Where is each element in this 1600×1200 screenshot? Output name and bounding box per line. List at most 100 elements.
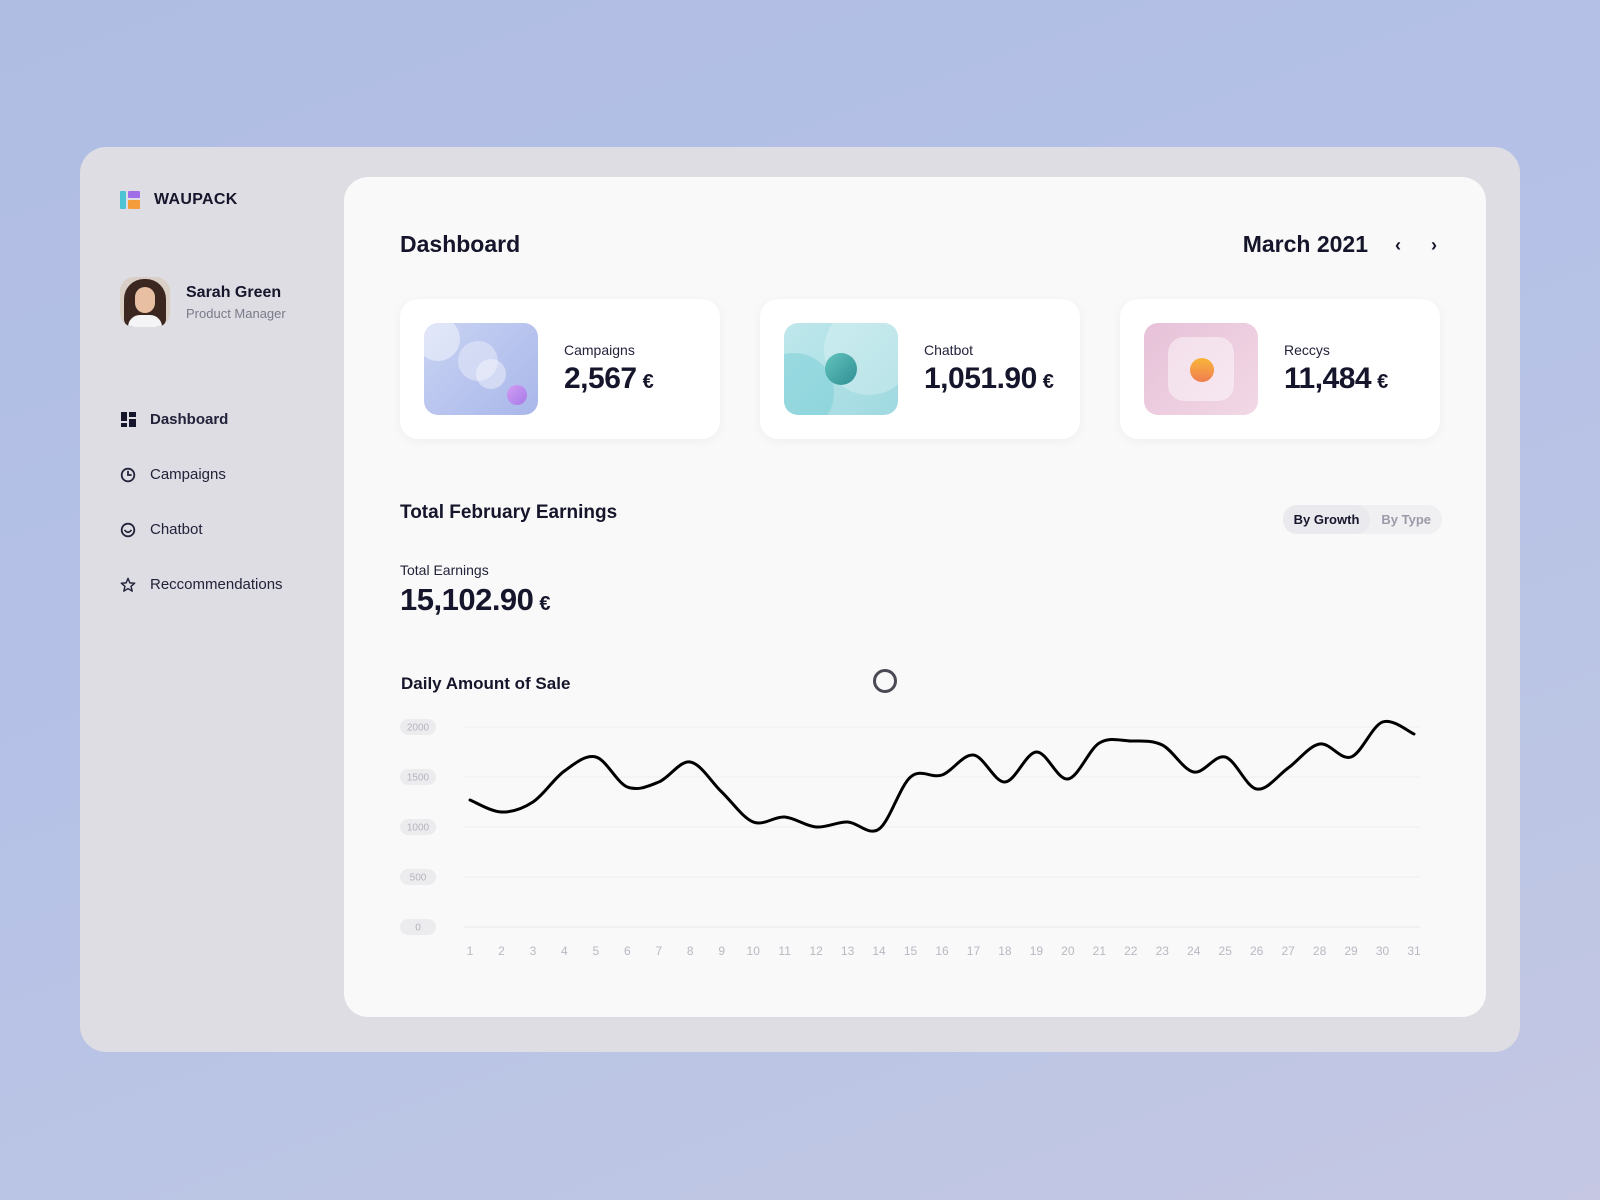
chart-title: Daily Amount of Sale bbox=[401, 674, 571, 693]
x-tick-label: 6 bbox=[624, 944, 631, 958]
x-tick-label: 19 bbox=[1030, 944, 1044, 958]
brand[interactable]: WAUPACK bbox=[120, 191, 238, 209]
chatbot-illustration bbox=[784, 323, 898, 415]
brand-name: WAUPACK bbox=[154, 191, 238, 208]
data-point bbox=[464, 794, 476, 806]
profile-role: Product Manager bbox=[186, 305, 286, 321]
data-point bbox=[905, 771, 917, 783]
x-tick-label: 22 bbox=[1124, 944, 1138, 958]
page-title: Dashboard bbox=[400, 231, 521, 257]
x-tick-label: 28 bbox=[1313, 944, 1327, 958]
data-point bbox=[1125, 735, 1137, 747]
y-tick-label: 500 bbox=[410, 873, 427, 884]
data-point bbox=[684, 756, 696, 768]
chatbot-card[interactable]: Chatbot 1,051.90 € bbox=[760, 299, 1080, 439]
card-value: 2,567 € bbox=[564, 362, 654, 395]
y-tick-pill bbox=[400, 869, 436, 885]
data-point bbox=[653, 776, 665, 788]
chevron-left-icon[interactable]: ‹ bbox=[1395, 234, 1401, 255]
card-label: Chatbot bbox=[924, 342, 974, 358]
campaigns-card[interactable]: Campaigns 2,567 € bbox=[400, 299, 720, 439]
data-point bbox=[747, 816, 759, 828]
data-point bbox=[1188, 766, 1200, 778]
data-point bbox=[558, 765, 570, 777]
data-point bbox=[1156, 739, 1168, 751]
x-tick-label: 25 bbox=[1219, 944, 1233, 958]
clock-icon bbox=[120, 467, 136, 483]
reccys-illustration bbox=[1144, 323, 1258, 415]
summary-cards: Campaigns 2,567 € Chatbot 1,051.90 € bbox=[400, 299, 1440, 439]
total-earnings-value: 15,102.90 € bbox=[400, 582, 551, 617]
sidebar-item-campaigns[interactable]: Campaigns bbox=[120, 447, 283, 502]
y-tick-pill bbox=[400, 719, 436, 735]
sidebar-item-chatbot[interactable]: Chatbot bbox=[120, 502, 283, 557]
data-point bbox=[1030, 746, 1042, 758]
x-tick-label: 31 bbox=[1407, 944, 1421, 958]
x-tick-label: 26 bbox=[1250, 944, 1264, 958]
waupack-logo-icon bbox=[120, 191, 142, 209]
x-tick-label: 20 bbox=[1061, 944, 1075, 958]
x-tick-label: 8 bbox=[687, 944, 694, 958]
x-tick-label: 11 bbox=[778, 944, 791, 958]
total-earnings-label: Total Earnings bbox=[400, 562, 489, 578]
data-point bbox=[842, 816, 854, 828]
sidebar-item-reccommendations[interactable]: Reccommendations bbox=[120, 557, 283, 612]
app-window: WAUPACK Sarah Green Product Manager Dash… bbox=[80, 147, 1520, 1052]
x-tick-label: 2 bbox=[498, 944, 505, 958]
user-profile[interactable]: Sarah Green Product Manager bbox=[120, 277, 286, 327]
data-point bbox=[1282, 762, 1294, 774]
x-tick-label: 24 bbox=[1187, 944, 1201, 958]
avatar bbox=[120, 277, 170, 327]
x-tick-label: 23 bbox=[1156, 944, 1170, 958]
data-point bbox=[1377, 716, 1389, 728]
by-growth-button[interactable]: By Growth bbox=[1282, 505, 1371, 534]
card-label: Campaigns bbox=[564, 342, 635, 358]
data-point bbox=[527, 796, 539, 808]
data-point bbox=[999, 776, 1011, 788]
month-label: March 2021 bbox=[1242, 231, 1368, 257]
star-icon bbox=[120, 577, 136, 593]
sidebar-item-dashboard[interactable]: Dashboard bbox=[120, 392, 283, 447]
reccys-card[interactable]: Reccys 11,484 € bbox=[1120, 299, 1440, 439]
profile-name: Sarah Green bbox=[186, 283, 282, 301]
data-point bbox=[621, 781, 633, 793]
y-tick-pill bbox=[400, 919, 436, 935]
data-point bbox=[967, 749, 979, 761]
by-type-button[interactable]: By Type bbox=[1381, 512, 1431, 527]
x-tick-label: 17 bbox=[967, 944, 981, 958]
x-tick-label: 21 bbox=[1093, 944, 1107, 958]
data-point bbox=[936, 769, 948, 781]
data-point bbox=[810, 821, 822, 833]
data-point bbox=[1408, 728, 1420, 740]
x-tick-label: 13 bbox=[841, 944, 855, 958]
x-tick-label: 18 bbox=[998, 944, 1012, 958]
data-point bbox=[1314, 738, 1326, 750]
x-tick-label: 10 bbox=[747, 944, 761, 958]
y-tick-label: 1500 bbox=[407, 773, 430, 784]
y-tick-label: 1000 bbox=[407, 823, 430, 834]
data-point bbox=[1062, 773, 1074, 785]
x-tick-label: 7 bbox=[655, 944, 662, 958]
x-tick-label: 15 bbox=[904, 944, 918, 958]
x-tick-label: 29 bbox=[1344, 944, 1358, 958]
x-tick-label: 1 bbox=[467, 944, 474, 958]
x-tick-label: 3 bbox=[530, 944, 537, 958]
chevron-right-icon[interactable]: › bbox=[1431, 234, 1437, 255]
data-point bbox=[1345, 751, 1357, 763]
data-point bbox=[1219, 751, 1231, 763]
x-tick-label: 4 bbox=[561, 944, 568, 958]
sidebar-item-label: Chatbot bbox=[150, 521, 203, 538]
series-line-0 bbox=[468, 719, 1416, 833]
x-tick-label: 14 bbox=[872, 944, 886, 958]
sidebar-item-label: Campaigns bbox=[150, 466, 226, 483]
card-value: 11,484 € bbox=[1284, 362, 1388, 395]
smile-icon bbox=[120, 522, 136, 538]
main-panel: Dashboard March 2021 ‹ › Campaigns 2,567… bbox=[344, 177, 1486, 1017]
data-point bbox=[1251, 783, 1263, 795]
data-point bbox=[873, 823, 885, 835]
y-tick-label: 0 bbox=[415, 923, 421, 934]
x-tick-label: 30 bbox=[1376, 944, 1390, 958]
x-tick-label: 27 bbox=[1281, 944, 1295, 958]
sidebar-item-label: Reccommendations bbox=[150, 576, 283, 593]
card-label: Reccys bbox=[1284, 342, 1330, 358]
